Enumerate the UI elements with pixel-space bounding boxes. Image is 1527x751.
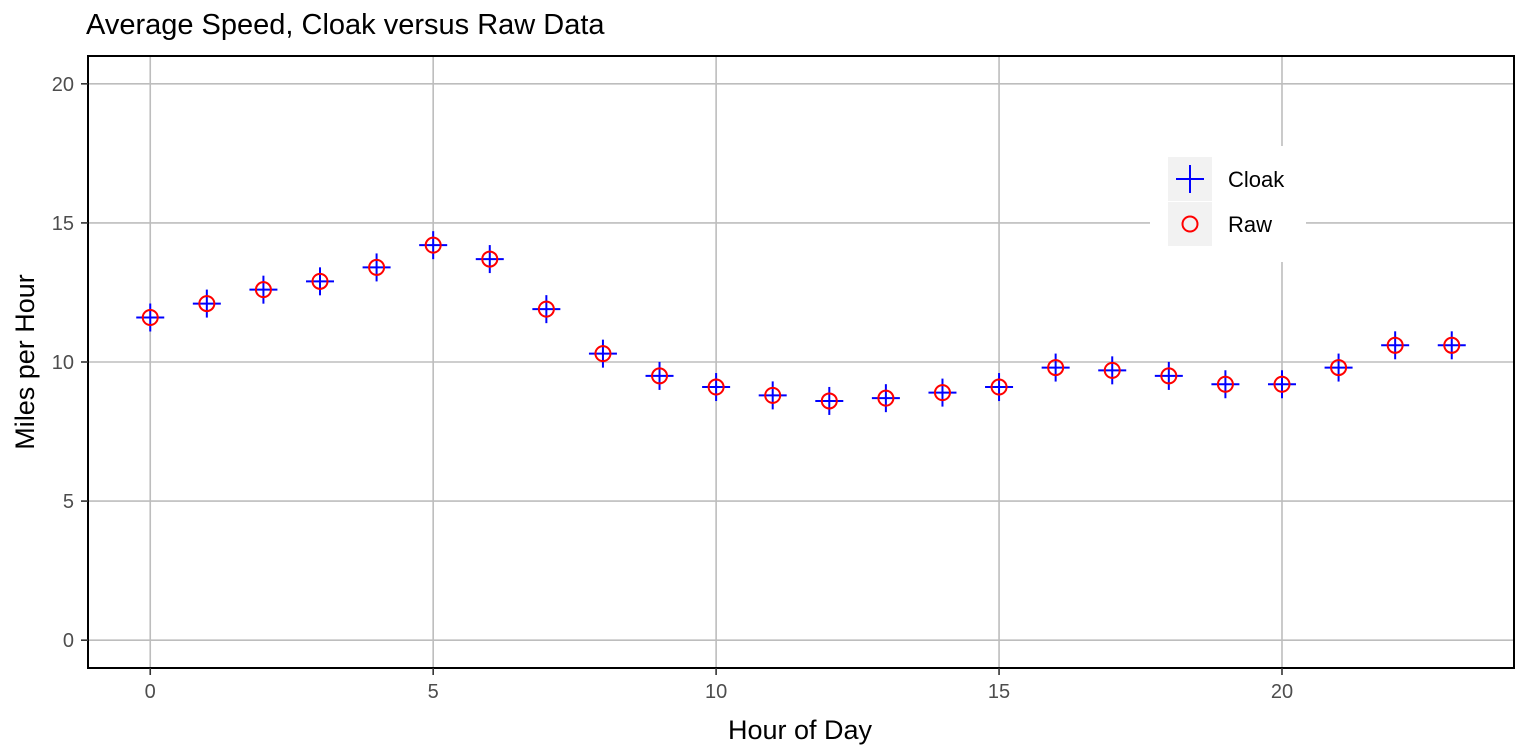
point-raw	[764, 386, 782, 404]
y-tick-label: 15	[52, 213, 74, 235]
point-raw	[1330, 359, 1348, 377]
legend: Cloak Raw	[1150, 146, 1306, 262]
point-cloak	[362, 253, 391, 282]
y-tick-label: 10	[52, 352, 74, 374]
point-cloak	[249, 275, 278, 304]
x-tick-label: 15	[988, 681, 1010, 703]
point-raw	[1386, 336, 1404, 354]
point-raw	[990, 378, 1008, 396]
axis-ticks: 0 5 10 15 20 0 5 10 15 20	[52, 74, 1293, 703]
point-cloak	[192, 289, 221, 318]
point-cloak	[815, 386, 844, 415]
point-cloak	[1211, 370, 1240, 399]
point-cloak	[1154, 361, 1183, 390]
point-cloak	[871, 384, 900, 413]
point-cloak	[702, 373, 731, 402]
point-raw	[537, 300, 555, 318]
point-raw	[424, 236, 442, 254]
x-tick-label: 5	[428, 681, 439, 703]
chart-title: Average Speed, Cloak versus Raw Data	[86, 9, 605, 41]
point-raw	[1443, 336, 1461, 354]
point-raw	[651, 367, 669, 385]
x-tick-label: 20	[1271, 681, 1293, 703]
point-cloak	[1041, 353, 1070, 382]
point-raw	[141, 308, 159, 326]
point-raw	[877, 389, 895, 407]
point-cloak	[419, 231, 448, 260]
point-raw	[368, 258, 386, 276]
point-cloak	[475, 245, 504, 274]
point-cloak	[1267, 370, 1296, 399]
point-raw	[1047, 359, 1065, 377]
x-tick-label: 0	[145, 681, 156, 703]
y-tick-label: 0	[63, 630, 74, 652]
y-axis-title: Miles per Hour	[10, 274, 40, 450]
point-cloak	[532, 295, 561, 324]
point-cloak	[1098, 356, 1127, 385]
point-raw	[1273, 375, 1291, 393]
point-raw	[481, 250, 499, 268]
legend-plus-marker	[1176, 165, 1204, 193]
point-cloak	[1381, 331, 1410, 360]
legend-circle-marker	[1181, 215, 1199, 233]
point-cloak	[588, 339, 617, 368]
legend-label-raw: Raw	[1228, 212, 1272, 237]
x-tick-label: 10	[705, 681, 727, 703]
point-raw	[198, 295, 216, 313]
point-raw	[1160, 367, 1178, 385]
point-raw	[707, 378, 725, 396]
point-raw	[1216, 375, 1234, 393]
point-raw	[820, 392, 838, 410]
legend-label-cloak: Cloak	[1228, 167, 1285, 192]
data-points	[136, 231, 1466, 415]
y-tick-label: 5	[63, 491, 74, 513]
point-cloak	[928, 378, 957, 407]
point-raw	[933, 384, 951, 402]
point-cloak	[1324, 353, 1353, 382]
point-cloak	[758, 381, 787, 410]
point-cloak	[985, 373, 1014, 402]
point-cloak	[645, 361, 674, 390]
point-cloak	[1437, 331, 1466, 360]
x-axis-title: Hour of Day	[728, 715, 873, 745]
point-raw	[594, 345, 612, 363]
point-cloak	[136, 303, 165, 332]
point-raw	[311, 272, 329, 290]
point-cloak	[306, 267, 335, 296]
point-raw	[1103, 361, 1121, 379]
legend-key-raw	[1168, 202, 1212, 246]
point-raw	[254, 281, 272, 299]
y-tick-label: 20	[52, 74, 74, 96]
